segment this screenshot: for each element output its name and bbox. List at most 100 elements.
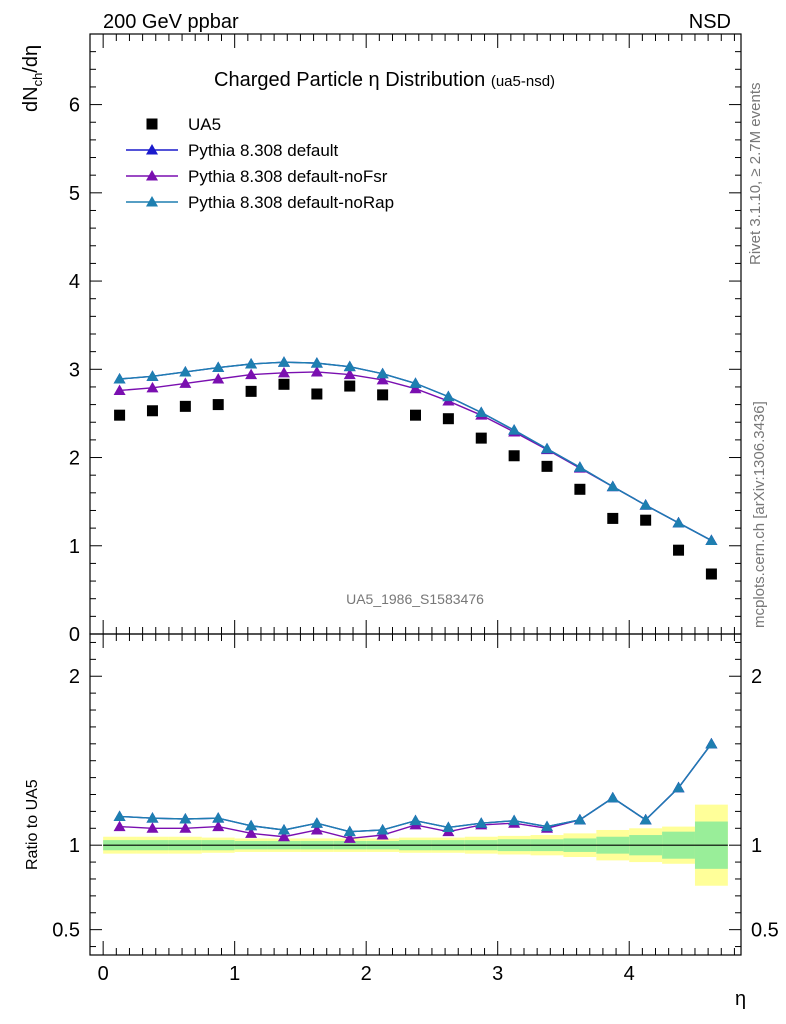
series-marker xyxy=(146,381,159,393)
series-marker xyxy=(179,365,192,377)
data-point xyxy=(442,413,454,425)
ratio-marker xyxy=(245,827,258,838)
y-tick-label-right: 1 xyxy=(751,835,762,857)
ratio-marker xyxy=(277,830,290,842)
ratio-marker xyxy=(573,813,586,825)
analysis-id: UA5_1986_S1583476 xyxy=(346,591,484,607)
ratio-marker xyxy=(376,823,389,835)
ratio-marker xyxy=(409,814,422,826)
upper-ylabel: dNch/dη xyxy=(20,45,45,112)
y-tick-label: 2 xyxy=(69,666,80,688)
data-point xyxy=(212,399,224,411)
ratio-marker xyxy=(705,737,718,749)
y-tick-label: 0.5 xyxy=(52,920,80,942)
series-marker xyxy=(245,368,258,380)
ratio-marker xyxy=(606,791,619,803)
data-point xyxy=(475,432,487,444)
data-point xyxy=(377,389,389,401)
data-point xyxy=(179,400,191,412)
ratio-marker xyxy=(277,823,290,835)
series-marker xyxy=(310,357,323,368)
series-marker xyxy=(409,377,422,388)
data-point xyxy=(278,378,290,390)
data-point xyxy=(508,450,520,462)
series-marker xyxy=(409,382,422,394)
x-tick-label: 2 xyxy=(361,963,372,985)
y-tick-label: 0 xyxy=(69,624,80,646)
chart-title: Charged Particle η Distribution (ua5-nsd… xyxy=(214,69,555,91)
chart-title-main: Charged Particle xyxy=(214,69,363,91)
ratio-marker xyxy=(343,825,356,837)
series-marker xyxy=(245,358,258,369)
chart-title-symbol: η xyxy=(369,69,380,91)
series-marker xyxy=(343,360,356,372)
series-marker xyxy=(672,516,685,528)
data-point xyxy=(574,483,586,495)
x-tick-label: 4 xyxy=(624,963,635,985)
y-tick-label: 1 xyxy=(69,536,80,558)
legend-label: Pythia 8.308 default xyxy=(188,141,339,160)
rivet-label: Rivet 3.1.10, ≥ 2.7M events xyxy=(747,83,764,266)
series-marker xyxy=(573,461,586,472)
ratio-marker xyxy=(113,810,126,821)
series-line xyxy=(119,371,712,542)
process-label: NSD xyxy=(689,11,731,33)
ratio-marker xyxy=(343,832,356,843)
legend-label: UA5 xyxy=(188,115,221,134)
series-marker xyxy=(508,424,521,435)
energy-label: 200 GeV ppbar xyxy=(103,11,239,33)
y-tick-label: 4 xyxy=(69,271,80,293)
data-point xyxy=(245,385,257,397)
legend-label: Pythia 8.308 default-noFsr xyxy=(188,167,388,186)
x-tick-label: 1 xyxy=(229,963,240,985)
data-point xyxy=(410,409,421,421)
series-marker xyxy=(639,499,652,510)
ratio-marker xyxy=(179,822,192,833)
series-marker xyxy=(606,480,619,492)
ratio-panel: 0 1 2 3 4 0.5 0.5 1 1 2 2 xyxy=(52,633,779,985)
data-point xyxy=(673,544,685,556)
ratio-marker xyxy=(310,817,323,828)
data-point xyxy=(607,512,619,524)
series-marker xyxy=(343,368,356,380)
y-tick-label-right: 0.5 xyxy=(751,920,779,942)
lower-frame xyxy=(89,633,742,956)
y-tick-label: 5 xyxy=(69,183,80,205)
legend: UA5 Pythia 8.308 default Pythia 8.308 defa… xyxy=(126,115,394,212)
y-tick-label: 1 xyxy=(69,835,80,857)
series-marker xyxy=(113,384,126,395)
series-marker xyxy=(277,356,290,367)
data-point xyxy=(541,460,553,472)
upper-panel: 0 1 2 3 4 5 6 xyxy=(69,33,742,646)
series-marker xyxy=(212,373,225,384)
series-marker xyxy=(705,534,718,545)
y-tick-label: 3 xyxy=(69,359,80,381)
legend-marker-ua5 xyxy=(146,118,158,130)
series-marker xyxy=(146,370,159,381)
ratio-marker xyxy=(212,820,225,832)
data-point xyxy=(344,380,356,392)
ratio-marker xyxy=(672,781,685,793)
mcplots-label: mcplots.cern.ch [arXiv:1306.3436] xyxy=(751,401,768,628)
series-marker xyxy=(376,367,389,379)
ratio-marker xyxy=(475,817,488,828)
ratio-marker xyxy=(639,813,652,825)
ratio-marker xyxy=(146,822,159,833)
series-marker xyxy=(475,406,488,418)
data-point xyxy=(640,514,652,526)
series-marker xyxy=(113,373,126,384)
ratio-marker xyxy=(310,823,323,835)
series-marker xyxy=(541,442,554,454)
series-marker xyxy=(212,361,225,373)
data-point xyxy=(311,388,323,400)
series-marker xyxy=(179,377,192,388)
legend-marker xyxy=(146,144,158,155)
ratio-marker xyxy=(508,814,521,826)
ratio-marker xyxy=(442,821,455,832)
x-tick-label: 0 xyxy=(98,963,109,985)
ratio-marker xyxy=(245,819,258,831)
chart-title-tag: (ua5-nsd) xyxy=(491,73,555,90)
ratio-marker xyxy=(146,812,159,823)
ratio-marker xyxy=(179,812,192,824)
